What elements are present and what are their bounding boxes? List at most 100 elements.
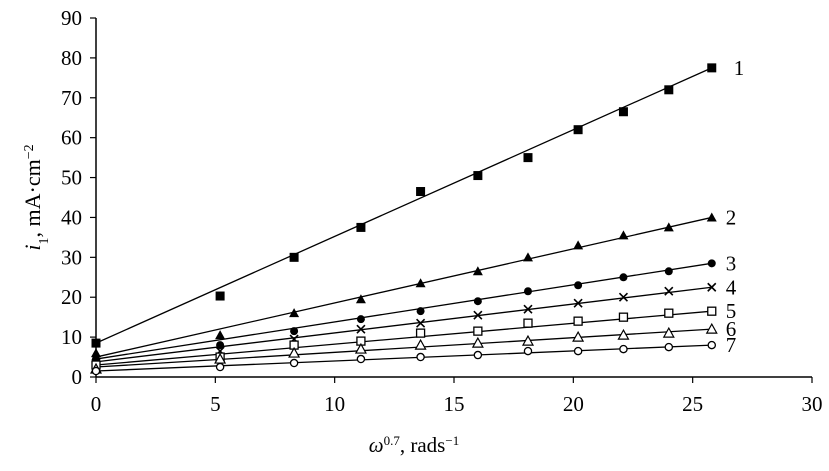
data-point-series-2 [618,230,629,240]
data-point-series-5 [523,318,533,328]
x-tick-label: 5 [210,392,221,416]
data-point-series-7 [707,340,717,350]
data-point-series-7 [573,346,583,356]
data-point-series-6 [521,334,535,346]
data-point-series-6 [471,336,484,348]
x-tick-label: 15 [444,392,465,416]
data-point-series-4 [618,292,629,302]
data-point-series-4 [664,286,674,296]
data-point-series-2 [415,278,426,288]
y-tick-label: 30 [61,245,82,269]
series-label-1: 1 [734,56,745,80]
data-point-series-3 [574,281,583,290]
data-point-series-1 [289,252,299,262]
data-point-series-7 [619,344,628,354]
data-point-series-3 [523,287,532,296]
data-point-series-3 [290,327,299,336]
data-point-series-4 [356,324,366,334]
y-tick-label: 10 [61,325,82,349]
data-point-series-7 [664,342,674,352]
fit-line-series-5 [95,310,712,366]
data-point-series-7 [416,352,425,362]
data-point-series-1 [573,125,583,135]
y-tick-label: 80 [61,46,82,70]
data-point-series-3 [356,315,365,324]
x-tick-label: 20 [563,392,584,416]
x-axis-unit: , rads [400,433,446,457]
y-tick-label: 90 [61,6,82,30]
fit-line-series-2 [95,216,712,358]
data-point-series-1 [618,107,628,117]
data-point-series-6 [414,338,427,350]
fit-line-series-4 [95,286,712,363]
data-point-series-2 [472,266,483,276]
data-point-series-3 [619,273,628,282]
data-point-series-7 [215,362,225,372]
series-label-5: 5 [726,299,737,323]
fit-line-series-6 [95,328,712,368]
data-point-series-4 [416,318,426,328]
data-point-series-7 [356,354,366,364]
series-label-2: 2 [726,205,737,229]
fit-lines [95,67,713,372]
data-point-series-4 [573,298,583,308]
y-tick-label: 40 [61,205,82,229]
y-axis-title: i1, mA·cm−2 [20,144,52,250]
data-point-series-6 [617,328,630,340]
y-tick-label: 0 [72,365,83,389]
series-label-6: 6 [726,317,737,341]
data-point-series-5 [415,328,426,338]
x-tick-label: 30 [802,392,823,416]
data-point-series-3 [707,259,716,268]
y-tick-label: 20 [61,285,82,309]
data-point-series-3 [664,267,673,276]
data-point-series-7 [289,358,299,368]
fit-line-series-1 [95,67,713,344]
data-point-series-2 [706,212,717,222]
data-point-series-5 [573,316,583,326]
data-point-series-2 [522,252,533,262]
x-tick-label: 0 [91,392,102,416]
data-point-series-6 [354,342,367,354]
data-point-series-5 [664,308,674,318]
data-point-series-1 [416,187,426,197]
data-point-series-5 [473,326,483,336]
x-axis-exponent: 0.7 [384,433,401,448]
data-point-series-2 [355,294,366,304]
fit-line-series-7 [95,344,712,372]
data-point-series-6 [662,326,675,338]
data-point-series-2 [573,240,584,250]
data-point-series-7 [473,350,483,360]
data-point-series-2 [289,308,300,318]
data-point-series-2 [215,330,226,340]
y-axis-unit: , mA·cm [20,159,45,237]
y-axis-subscript: 1 [37,237,52,244]
data-point-series-5 [618,312,629,322]
data-point-series-4 [707,282,717,292]
data-point-series-1 [707,63,717,73]
data-points [89,63,718,376]
data-point-series-1 [215,291,225,301]
fit-line-series-3 [95,262,712,360]
data-point-series-4 [473,310,483,320]
y-tick-label: 70 [61,86,82,110]
data-point-series-5 [707,306,717,316]
data-point-series-1 [523,153,533,163]
data-point-series-6 [705,322,718,334]
series-label-3: 3 [726,251,737,275]
data-point-series-3 [473,297,482,306]
data-point-series-2 [663,222,674,232]
y-axis-unit-exponent: −2 [22,144,37,159]
data-point-series-7 [523,346,533,356]
axes [95,18,812,378]
y-axis-symbol: i [20,244,45,250]
data-point-series-1 [664,85,674,95]
y-tick-label: 60 [61,126,82,150]
x-axis-symbol: ω [369,433,384,457]
data-point-series-4 [523,304,533,314]
series-label-7: 7 [726,333,737,357]
x-axis-unit-exponent: −1 [445,433,459,448]
